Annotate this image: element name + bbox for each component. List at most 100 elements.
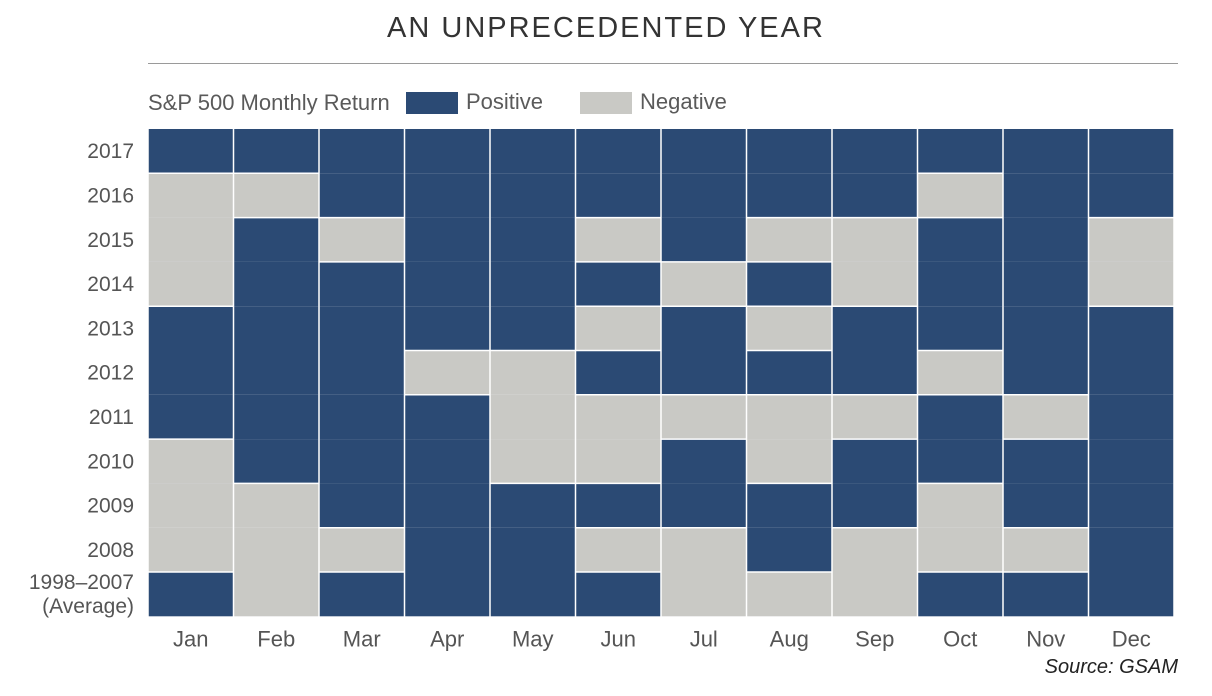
heatmap-cell-apr-6 bbox=[405, 394, 490, 440]
y-tick-label: 2014 bbox=[87, 273, 134, 296]
heatmap-cell-mar-7 bbox=[319, 439, 404, 484]
heatmap-cell-sep-9 bbox=[832, 527, 917, 572]
y-tick-label: 2013 bbox=[87, 317, 134, 340]
heatmap-cell-jul-0 bbox=[661, 129, 746, 174]
heatmap-cell-dec-4 bbox=[1089, 306, 1174, 351]
heatmap-cell-aug-3 bbox=[747, 261, 832, 307]
heatmap-cell-dec-9 bbox=[1089, 527, 1174, 572]
heatmap-cell-nov-4 bbox=[1003, 306, 1088, 351]
heatmap-cell-nov-6 bbox=[1003, 394, 1088, 440]
heatmap-cell-nov-2 bbox=[1003, 217, 1088, 262]
heatmap-cell-may-4 bbox=[490, 306, 575, 351]
heatmap-cell-apr-10 bbox=[405, 572, 490, 617]
x-tick-label: Feb bbox=[257, 626, 295, 651]
heatmap-cell-dec-7 bbox=[1089, 439, 1174, 484]
legend-negative-label: Negative bbox=[640, 89, 727, 114]
heatmap-cell-nov-5 bbox=[1003, 350, 1088, 395]
heatmap-cell-jan-8 bbox=[148, 483, 233, 528]
heatmap-cell-feb-9 bbox=[234, 527, 319, 572]
heatmap-cell-jun-9 bbox=[576, 527, 661, 572]
heatmap-cell-jan-3 bbox=[148, 261, 233, 307]
heatmap-cell-nov-3 bbox=[1003, 261, 1088, 307]
heatmap-cell-mar-5 bbox=[319, 350, 404, 395]
heatmap-cell-feb-4 bbox=[234, 306, 319, 351]
heatmap-cell-dec-5 bbox=[1089, 350, 1174, 395]
heatmap-cell-oct-3 bbox=[918, 261, 1003, 307]
heatmap-cell-aug-4 bbox=[747, 306, 832, 351]
heatmap-cell-sep-3 bbox=[832, 261, 917, 307]
heatmap-cell-jul-5 bbox=[661, 350, 746, 395]
y-tick-label: 2016 bbox=[87, 184, 134, 207]
heatmap-cell-oct-10 bbox=[918, 572, 1003, 617]
heatmap-cell-jul-9 bbox=[661, 527, 746, 572]
x-tick-label: May bbox=[512, 626, 554, 651]
heatmap-cell-may-0 bbox=[490, 129, 575, 174]
heatmap-cell-apr-2 bbox=[405, 217, 490, 262]
heatmap-cell-aug-8 bbox=[747, 483, 832, 528]
legend-positive-label: Positive bbox=[466, 89, 544, 114]
heatmap-cell-jan-7 bbox=[148, 439, 233, 484]
heatmap-cell-dec-1 bbox=[1089, 173, 1174, 218]
heatmap-cell-aug-6 bbox=[747, 394, 832, 440]
heatmap-cell-apr-7 bbox=[405, 439, 490, 484]
heatmap-cell-dec-8 bbox=[1089, 483, 1174, 528]
heatmap-cell-apr-8 bbox=[405, 483, 490, 528]
heatmap-cell-may-1 bbox=[490, 173, 575, 218]
heatmap-cell-mar-1 bbox=[319, 173, 404, 218]
heatmap-cell-feb-7 bbox=[234, 439, 319, 484]
heatmap-cell-oct-8 bbox=[918, 483, 1003, 528]
heatmap-cell-oct-1 bbox=[918, 173, 1003, 218]
x-tick-label: Nov bbox=[1026, 626, 1065, 651]
x-tick-label: Jul bbox=[690, 626, 718, 651]
x-tick-label: Jun bbox=[601, 626, 636, 651]
heatmap-cell-jan-1 bbox=[148, 173, 233, 218]
heatmap-cell-aug-1 bbox=[747, 173, 832, 218]
heatmap-cell-apr-3 bbox=[405, 261, 490, 307]
heatmap-cell-jun-10 bbox=[576, 572, 661, 617]
heatmap-cell-nov-10 bbox=[1003, 572, 1088, 617]
heatmap-cell-sep-2 bbox=[832, 217, 917, 262]
source-note: Source: GSAM bbox=[1044, 656, 1178, 678]
heatmap-cell-nov-8 bbox=[1003, 483, 1088, 528]
y-tick-label: 2017 bbox=[87, 140, 134, 163]
heatmap-cell-jul-6 bbox=[661, 394, 746, 440]
y-tick-label: (Average) bbox=[42, 595, 134, 618]
heatmap-cell-sep-1 bbox=[832, 173, 917, 218]
heatmap-cell-mar-4 bbox=[319, 306, 404, 351]
y-tick-label: 2010 bbox=[87, 450, 134, 473]
legend-label: S&P 500 Monthly Return bbox=[148, 90, 390, 115]
heatmap-cell-apr-9 bbox=[405, 527, 490, 572]
heatmap-cell-mar-3 bbox=[319, 261, 404, 307]
heatmap-cell-mar-6 bbox=[319, 394, 404, 440]
heatmap-cell-jun-7 bbox=[576, 439, 661, 484]
heatmap-cell-jan-5 bbox=[148, 350, 233, 395]
heatmap-cell-jun-2 bbox=[576, 217, 661, 262]
y-tick-label: 2015 bbox=[87, 229, 134, 252]
y-tick-label: 2009 bbox=[87, 495, 134, 518]
x-tick-label: Mar bbox=[343, 626, 381, 651]
heatmap-cell-nov-9 bbox=[1003, 527, 1088, 572]
heatmap-cell-aug-9 bbox=[747, 527, 832, 572]
heatmap-cell-jan-9 bbox=[148, 527, 233, 572]
heatmap-cell-jul-8 bbox=[661, 483, 746, 528]
heatmap-cell-jun-0 bbox=[576, 129, 661, 174]
heatmap-cell-sep-8 bbox=[832, 483, 917, 528]
heatmap-cell-aug-5 bbox=[747, 350, 832, 395]
heatmap-cell-may-8 bbox=[490, 483, 575, 528]
heatmap-cell-mar-2 bbox=[319, 217, 404, 262]
heatmap-cell-feb-2 bbox=[234, 217, 319, 262]
heatmap-cell-oct-4 bbox=[918, 306, 1003, 351]
heatmap-cell-jan-10 bbox=[148, 572, 233, 617]
heatmap-cell-mar-0 bbox=[319, 129, 404, 174]
heatmap-cell-jan-0 bbox=[148, 129, 233, 174]
heatmap-cell-feb-5 bbox=[234, 350, 319, 395]
heatmap-cell-sep-5 bbox=[832, 350, 917, 395]
heatmap-cell-sep-0 bbox=[832, 129, 917, 174]
heatmap-cell-oct-9 bbox=[918, 527, 1003, 572]
heatmap-cell-dec-10 bbox=[1089, 572, 1174, 617]
y-tick-label: 2011 bbox=[89, 406, 134, 429]
heatmap-cell-jun-8 bbox=[576, 483, 661, 528]
x-tick-label: Dec bbox=[1112, 626, 1151, 651]
heatmap-cell-dec-3 bbox=[1089, 261, 1174, 307]
